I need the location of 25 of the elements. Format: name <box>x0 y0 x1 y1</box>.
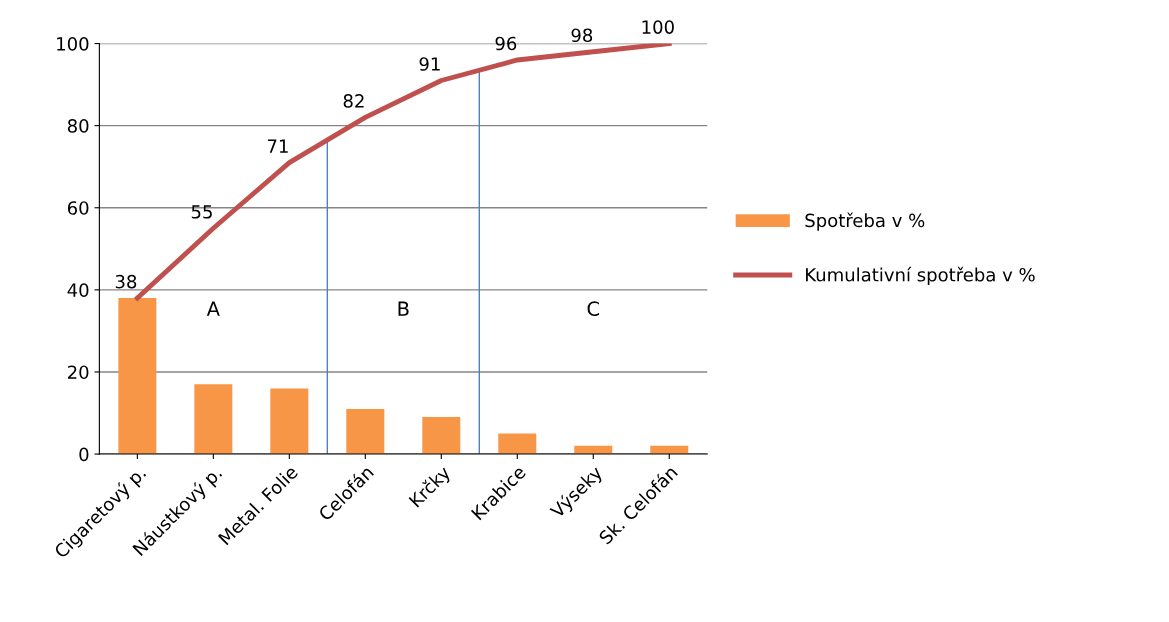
y-tick-label: 0 <box>79 447 89 462</box>
data-label: 100 <box>642 20 674 34</box>
data-label: 82 <box>343 94 364 108</box>
bar <box>422 417 461 455</box>
data-label: 98 <box>571 28 593 43</box>
data-label: 91 <box>419 57 440 71</box>
legend-label: Kumulativní spotřeba v % <box>806 266 1035 286</box>
annotation: A <box>206 301 220 316</box>
bar <box>346 408 385 455</box>
legend-label: Spotřeba v % <box>805 212 925 231</box>
y-tick-label: 40 <box>67 283 89 297</box>
y-tick-label: 100 <box>57 37 89 51</box>
y-tick-label: 60 <box>67 201 89 215</box>
data-label: 96 <box>495 36 517 51</box>
bar <box>194 384 233 455</box>
y-tick-label: 20 <box>67 365 89 380</box>
bar <box>270 388 309 455</box>
data-label: 71 <box>267 139 288 153</box>
bar <box>118 298 157 455</box>
data-label: 38 <box>115 274 137 289</box>
data-label: 55 <box>191 205 212 219</box>
annotation: B <box>398 301 409 316</box>
y-tick-label: 80 <box>67 119 89 133</box>
annotation: C <box>587 301 599 317</box>
bar <box>498 433 537 455</box>
